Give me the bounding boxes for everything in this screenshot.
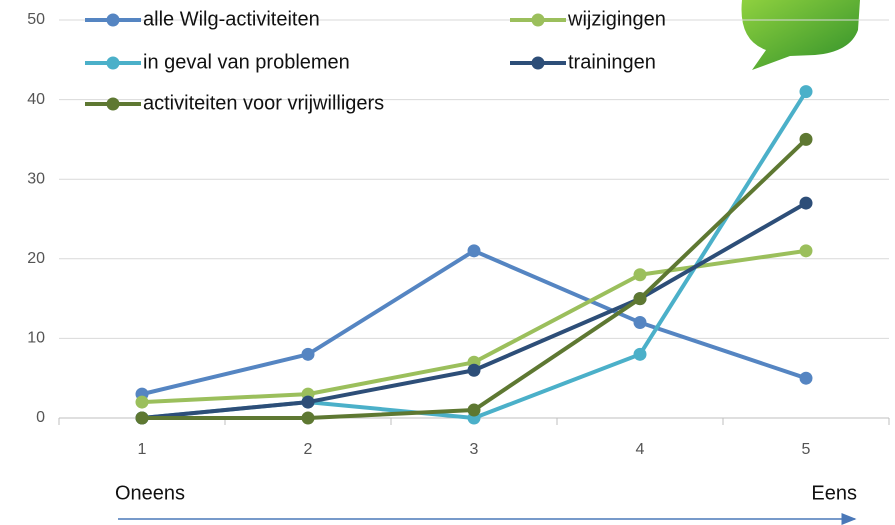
legend-label: trainingen: [568, 51, 656, 73]
data-point: [301, 347, 315, 361]
y-tick-label: 50: [27, 11, 45, 28]
legend-label: in geval van problemen: [143, 51, 350, 73]
data-point: [799, 85, 813, 99]
x-tick-label: 2: [304, 441, 313, 458]
legend-label: wijzigingen: [567, 8, 666, 30]
x-tick-label: 4: [636, 441, 645, 458]
y-tick-label: 20: [27, 250, 45, 267]
data-point: [301, 411, 315, 425]
logo: [741, 0, 860, 70]
x-tick-label: 5: [802, 441, 811, 458]
legend-marker: [531, 56, 545, 70]
data-point: [467, 363, 481, 377]
data-point: [633, 315, 647, 329]
series-line: [141, 248, 807, 405]
annotation: Oneens: [115, 482, 185, 504]
data-point: [135, 411, 149, 425]
legend-marker: [106, 56, 120, 70]
y-tick-label: 30: [27, 170, 45, 187]
data-point: [799, 132, 813, 146]
x-tick-label: 1: [138, 441, 147, 458]
data-point: [467, 403, 481, 417]
data-point: [135, 395, 149, 409]
y-tick-label: 10: [27, 330, 45, 347]
y-tick-label: 40: [27, 91, 45, 108]
data-point: [799, 244, 813, 258]
annotation: Eens: [811, 482, 857, 504]
x-tick-label: 3: [470, 441, 479, 458]
data-point: [633, 292, 647, 306]
legend-marker: [106, 97, 120, 111]
y-tick-label: 0: [36, 409, 45, 426]
data-point: [633, 347, 647, 361]
data-point: [799, 196, 813, 210]
data-point: [467, 244, 481, 258]
legend-label: activiteiten voor vrijwilligers: [143, 92, 384, 114]
data-point: [301, 395, 315, 409]
data-point: [633, 268, 647, 282]
legend-label: alle Wilg-activiteiten: [143, 8, 320, 30]
legend-marker: [106, 13, 120, 27]
data-point: [799, 371, 813, 385]
legend-marker: [531, 13, 545, 27]
